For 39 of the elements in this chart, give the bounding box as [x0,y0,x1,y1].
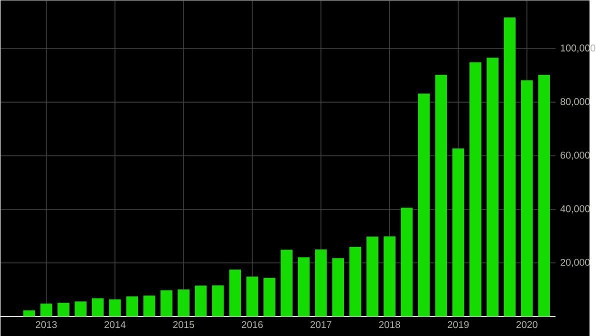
bar [109,299,121,316]
bar [264,278,276,316]
bar [470,62,482,316]
bar [366,236,378,316]
bar [229,270,242,316]
bar [92,298,104,316]
bar [74,301,87,316]
x-tick-label: 2015 [173,321,194,328]
x-tick-label: 2016 [242,321,263,328]
bar [521,80,533,316]
bar [160,290,172,316]
bar [143,296,156,316]
bar [298,257,310,316]
bar [486,58,498,316]
x-tick-label: 2014 [104,321,126,328]
bar [23,310,36,316]
bar [435,74,447,316]
bar [400,208,413,316]
x-tick-label: 2018 [379,321,400,328]
bar [538,74,550,316]
x-tick-label: 2020 [516,321,538,328]
bar [504,17,516,316]
bar [126,296,138,316]
x-tick-label: 2019 [448,321,469,328]
bar [384,236,396,316]
x-tick-label: 2017 [310,321,332,328]
bar [178,289,190,316]
bar [349,246,362,316]
bar [315,249,327,316]
bar [212,285,224,316]
bar [452,148,464,316]
bar [418,94,430,316]
bar [280,250,293,316]
x-tick-label: 2013 [36,321,57,328]
bar [246,276,258,316]
bar [58,302,70,316]
bar [194,286,207,316]
bar [40,304,52,316]
bar [332,258,344,316]
